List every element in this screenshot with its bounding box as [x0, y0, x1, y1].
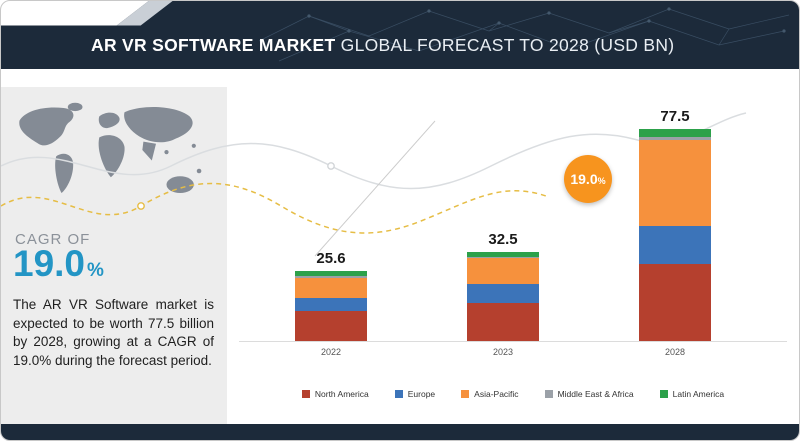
cagr-badge-unit: % [597, 175, 606, 186]
legend-item: Latin America [659, 389, 725, 399]
bar-stack [639, 128, 711, 341]
bar-total-label: 32.5 [488, 230, 518, 248]
bar-segment-latin-america [639, 128, 711, 137]
footer-bar [1, 424, 799, 440]
bar-segment-latin-america [467, 251, 539, 257]
chart-area: 25.6 2022 32.5 2023 77.5 2028 19.0% North Ame… [227, 71, 799, 424]
world-map-icon [19, 102, 202, 194]
bar-segment-north-america [467, 303, 539, 341]
cagr-badge: 19.0% [564, 155, 612, 203]
legend-label: Europe [407, 389, 436, 399]
market-description: The AR VR Software market is expected to… [13, 297, 214, 368]
bar-segment-middle-east-africa [467, 256, 539, 259]
bar-segment-europe [467, 284, 539, 304]
legend-swatch [659, 390, 668, 398]
page-title-main: AR VR SOFTWARE MARKET [91, 35, 336, 55]
legend-item: North America [301, 389, 369, 399]
bar-stack [467, 251, 539, 341]
bar-column: 77.5 2028 [639, 107, 711, 357]
legend-item: Middle East & Africa [544, 389, 634, 399]
legend-swatch [461, 390, 470, 398]
cagr-percent-sign: % [87, 260, 104, 281]
bar-column: 32.5 2023 [467, 230, 539, 357]
cagr-badge-value: 19.0 [570, 171, 598, 187]
bar-segment-north-america [639, 264, 711, 341]
bar-segment-asia-pacific [295, 277, 367, 298]
cagr-value: 19.0% [13, 245, 104, 282]
cagr-number: 19.0 [13, 243, 86, 284]
x-axis-label: 2022 [320, 347, 342, 357]
bar-segment-latin-america [295, 270, 367, 277]
bar-stack [295, 270, 367, 341]
x-axis-label: 2023 [492, 347, 514, 357]
legend-swatch [301, 390, 310, 398]
legend-label: Middle East & Africa [557, 389, 634, 399]
legend-label: Asia-Pacific [474, 389, 519, 399]
bar-total-label: 25.6 [316, 249, 346, 267]
legend: North America Europe Asia-Pacific Middle Ea… [227, 389, 799, 399]
page-title-sub: GLOBAL FORECAST TO 2028 (USD BN) [335, 35, 675, 55]
legend-item: Asia-Pacific [461, 389, 519, 399]
bar-segment-north-america [295, 311, 367, 341]
page-title: AR VR SOFTWARE MARKET GLOBAL FORECAST TO… [91, 35, 674, 56]
sidebar: CAGR OF 19.0% The AR VR Software market … [1, 87, 227, 424]
legend-swatch [544, 390, 553, 398]
legend-item: Europe [394, 389, 436, 399]
legend-label: North America [314, 389, 369, 399]
cagr-label: CAGR OF [15, 231, 91, 248]
header-banner: AR VR SOFTWARE MARKET GLOBAL FORECAST TO… [1, 1, 799, 69]
bar-segment-asia-pacific [467, 258, 539, 285]
bar-segment-europe [639, 225, 711, 265]
bar-chart: 25.6 2022 32.5 2023 77.5 2028 [227, 71, 799, 357]
bar-segment-europe [295, 297, 367, 312]
bar-column: 25.6 2022 [295, 249, 367, 357]
bar-total-label: 77.5 [660, 107, 690, 125]
x-axis-label: 2028 [664, 347, 686, 357]
bar-segment-asia-pacific [639, 139, 711, 226]
x-axis-line [239, 341, 787, 342]
legend-label: Latin America [672, 389, 725, 399]
legend-swatch [394, 390, 403, 398]
bar-segment-middle-east-africa [295, 276, 367, 278]
